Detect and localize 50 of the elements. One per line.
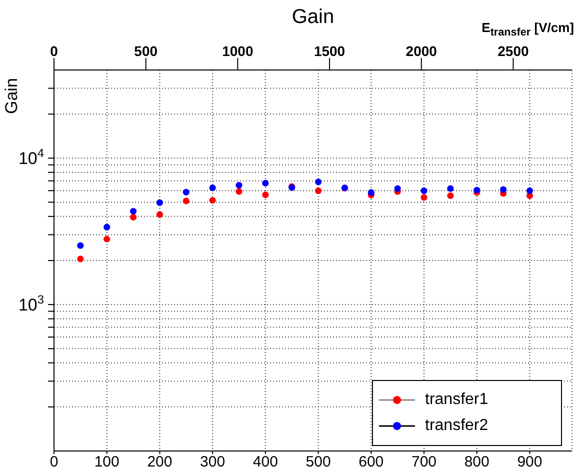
x2-tick-label: 1500 xyxy=(314,43,346,59)
legend-label: transfer2 xyxy=(425,417,488,435)
point xyxy=(104,236,110,242)
x-tick-label: 400 xyxy=(252,454,278,471)
point xyxy=(130,208,137,215)
x-tick-label: 700 xyxy=(411,454,437,471)
x-tick-label: 500 xyxy=(306,454,331,471)
x-tick-label: 0 xyxy=(50,454,58,471)
y-axis-title: Gain xyxy=(2,78,22,114)
point xyxy=(420,194,428,201)
point xyxy=(500,186,507,193)
legend-label: transfer1 xyxy=(425,391,488,409)
point xyxy=(314,187,322,194)
point xyxy=(394,185,401,192)
x2-tick-label: 1000 xyxy=(222,43,254,59)
point xyxy=(236,182,242,189)
point xyxy=(77,242,84,249)
point xyxy=(474,186,480,194)
point xyxy=(314,178,322,186)
y-tick-label: 10$^{4}$ xyxy=(18,146,44,168)
x-tick-label: 900 xyxy=(517,454,542,471)
point xyxy=(182,198,190,204)
point xyxy=(156,199,164,206)
point xyxy=(262,180,269,186)
point xyxy=(262,192,269,198)
point xyxy=(77,256,84,262)
x-tick-label: 100 xyxy=(94,454,120,471)
x-tick-label: 800 xyxy=(464,454,490,471)
x-tick-label: 200 xyxy=(147,454,172,471)
point xyxy=(447,185,454,192)
x2-tick-label: 500 xyxy=(134,43,158,59)
point xyxy=(236,188,242,195)
x-tick-label: 300 xyxy=(200,454,226,471)
y-tick-label: 10$^{3}$ xyxy=(18,292,44,315)
point xyxy=(209,197,216,204)
x2-tick-label: 2000 xyxy=(406,43,438,59)
chart-title: Gain xyxy=(292,6,334,28)
point xyxy=(182,188,190,196)
point xyxy=(104,224,110,230)
x2-axis-title: E$_{transfer}$ [V/cm] xyxy=(482,20,574,41)
x2-tick-label: 0 xyxy=(50,43,58,59)
point xyxy=(420,187,428,194)
point xyxy=(447,192,454,199)
x-tick-label: 600 xyxy=(358,454,384,471)
point xyxy=(526,187,534,194)
point xyxy=(368,189,374,196)
point xyxy=(130,214,137,221)
x2-tick-label: 2500 xyxy=(498,43,529,59)
point xyxy=(209,184,216,192)
point xyxy=(156,211,164,218)
